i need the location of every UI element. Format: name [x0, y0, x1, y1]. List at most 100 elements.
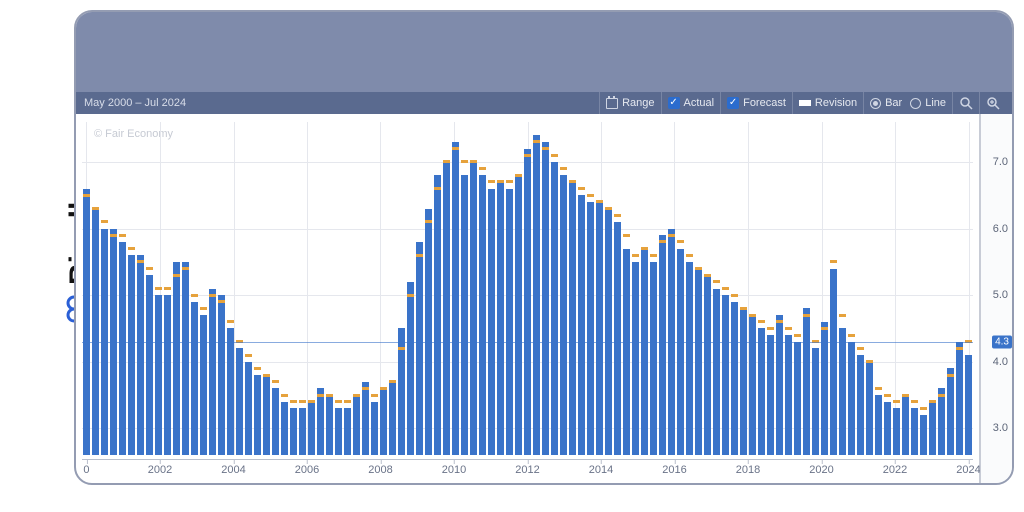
- bar-label: Bar: [885, 97, 902, 109]
- forecast-marker: [614, 214, 621, 217]
- range-label: Range: [622, 97, 654, 109]
- bar: [218, 295, 225, 455]
- bar: [731, 302, 738, 455]
- calendar-icon: [606, 98, 618, 109]
- forecast-marker: [281, 394, 288, 397]
- forecast-marker: [542, 147, 549, 150]
- bar: [623, 249, 630, 455]
- bar: [83, 189, 90, 455]
- bar: [650, 262, 657, 455]
- forecast-marker: [389, 380, 396, 383]
- x-tick: 2014: [589, 460, 613, 476]
- bar: [173, 262, 180, 455]
- bar: [659, 235, 666, 455]
- bar: [407, 282, 414, 455]
- bar: [875, 395, 882, 455]
- forecast-marker: [929, 400, 936, 403]
- bar: [371, 402, 378, 455]
- bar: [254, 375, 261, 455]
- bar: [344, 408, 351, 455]
- bar: [137, 255, 144, 455]
- forecast-marker: [425, 220, 432, 223]
- bar: [380, 388, 387, 455]
- forecast-marker: [596, 200, 603, 203]
- bar: [461, 175, 468, 455]
- revision-toggle[interactable]: Revision: [792, 92, 863, 114]
- forecast-marker: [263, 374, 270, 377]
- line-label: Line: [925, 97, 946, 109]
- bar: [245, 362, 252, 455]
- forecast-marker: [290, 400, 297, 403]
- bar: [281, 402, 288, 455]
- bar: [452, 142, 459, 455]
- range-button[interactable]: Range: [599, 92, 660, 114]
- forecast-label: Forecast: [743, 97, 786, 109]
- forecast-marker: [857, 347, 864, 350]
- forecast-marker: [182, 267, 189, 270]
- forecast-checkbox[interactable]: [727, 97, 739, 109]
- forecast-marker: [299, 400, 306, 403]
- bar: [470, 162, 477, 455]
- bar: [785, 335, 792, 455]
- bar: [200, 315, 207, 455]
- forecast-marker: [659, 240, 666, 243]
- bar: [776, 315, 783, 455]
- forecast-marker: [443, 160, 450, 163]
- forecast-marker: [677, 240, 684, 243]
- bar: [812, 348, 819, 455]
- forecast-marker: [119, 234, 126, 237]
- forecast-marker: [722, 287, 729, 290]
- date-range-label: May 2000 – Jul 2024: [84, 97, 186, 109]
- forecast-marker: [956, 347, 963, 350]
- bar: [263, 375, 270, 455]
- forecast-marker: [245, 354, 252, 357]
- bar: [92, 209, 99, 455]
- forecast-marker: [785, 327, 792, 330]
- bar: [416, 242, 423, 455]
- bar: [155, 295, 162, 455]
- bar: [227, 328, 234, 455]
- current-value-tag: 4.3: [992, 335, 1012, 348]
- forecast-marker: [650, 254, 657, 257]
- forecast-marker: [704, 274, 711, 277]
- zoom-button[interactable]: [979, 92, 1008, 114]
- actual-toggle[interactable]: Actual: [661, 92, 721, 114]
- line-radio[interactable]: [910, 98, 921, 109]
- bar: [497, 182, 504, 455]
- forecast-marker: [884, 394, 891, 397]
- bar: [146, 275, 153, 455]
- search-button[interactable]: [952, 92, 979, 114]
- bar: [335, 408, 342, 455]
- bar: [524, 149, 531, 455]
- forecast-marker: [479, 167, 486, 170]
- bar: [857, 355, 864, 455]
- forecast-marker: [317, 394, 324, 397]
- forecast-marker: [434, 187, 441, 190]
- y-tick: 5.0: [993, 289, 1008, 301]
- y-tick: 4.0: [993, 356, 1008, 368]
- forecast-marker: [668, 234, 675, 237]
- revision-label: Revision: [815, 97, 857, 109]
- bar: [164, 295, 171, 455]
- bar: [722, 295, 729, 455]
- forecast-marker: [371, 394, 378, 397]
- bar-radio[interactable]: [870, 98, 881, 109]
- forecast-marker: [488, 180, 495, 183]
- chart-panel: May 2000 – Jul 2024 Range Actual Forecas…: [74, 10, 1014, 485]
- forecast-marker: [335, 400, 342, 403]
- toolbar: May 2000 – Jul 2024 Range Actual Forecas…: [76, 92, 1012, 114]
- forecast-marker: [110, 234, 117, 237]
- forecast-marker: [587, 194, 594, 197]
- bar: [506, 189, 513, 455]
- forecast-marker: [632, 254, 639, 257]
- forecast-toggle[interactable]: Forecast: [720, 92, 792, 114]
- forecast-marker: [695, 267, 702, 270]
- bar: [884, 402, 891, 455]
- x-tick: 2024: [956, 460, 980, 476]
- forecast-marker: [497, 180, 504, 183]
- bar: [533, 135, 540, 455]
- actual-checkbox[interactable]: [668, 97, 680, 109]
- plot-area[interactable]: © Fair Economy 0200220042006200820102012…: [76, 114, 980, 483]
- forecast-marker: [191, 294, 198, 297]
- chart-area: © Fair Economy 0200220042006200820102012…: [76, 114, 1012, 483]
